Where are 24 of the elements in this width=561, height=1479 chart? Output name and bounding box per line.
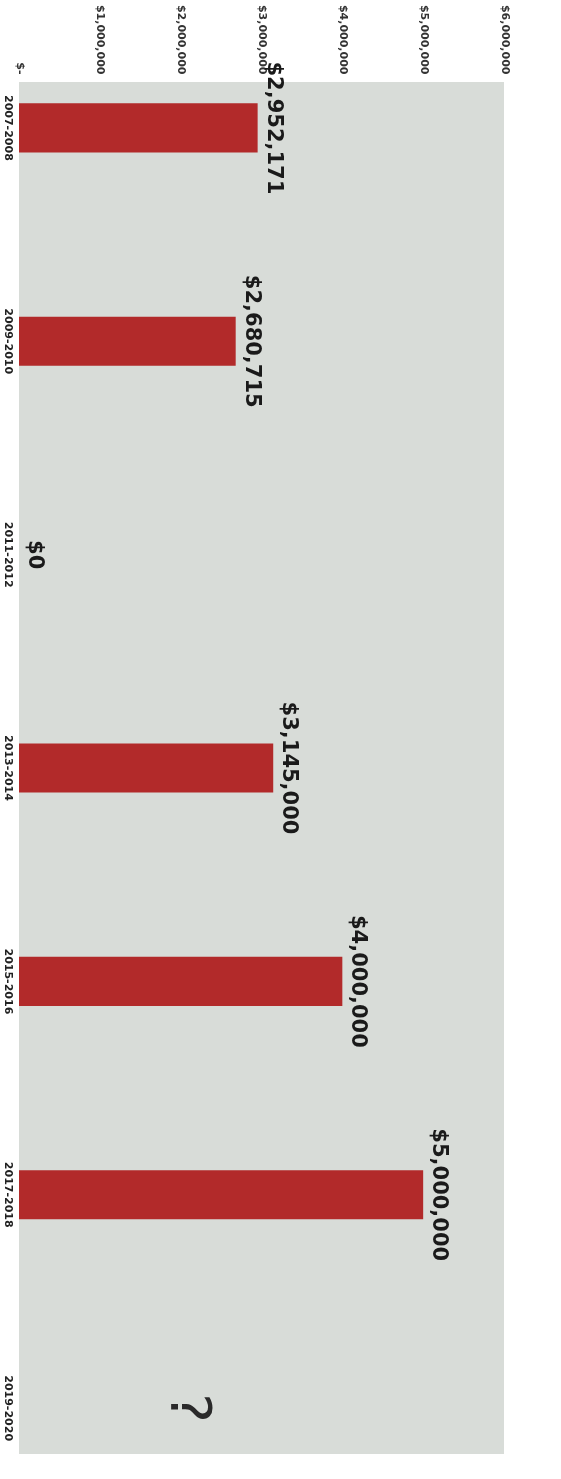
y-tick-label: 2019-2020 [1, 1375, 15, 1442]
x-tick-label: $4,000,000 [336, 4, 350, 75]
data-label: $5,000,000 [428, 1128, 453, 1262]
data-label: $0 [24, 540, 48, 570]
y-tick-label: 2011-2012 [1, 521, 15, 588]
bar [19, 1170, 424, 1220]
bar [19, 743, 274, 793]
y-tick-label: 2017-2018 [1, 1161, 15, 1228]
y-tick-label: 2015-2016 [1, 948, 15, 1015]
bar [19, 316, 236, 366]
data-label: $3,145,000 [278, 701, 303, 835]
y-tick-label: 2009-2010 [1, 308, 15, 375]
x-tick-label: $- [13, 62, 27, 75]
x-tick-label: $6,000,000 [498, 4, 512, 75]
y-tick-label: 2007-2008 [1, 94, 15, 161]
bar [19, 956, 343, 1006]
data-label: $2,680,715 [240, 274, 265, 408]
data-label: $4,000,000 [347, 914, 372, 1048]
x-tick-label: $2,000,000 [175, 4, 189, 75]
bar [19, 103, 258, 153]
annotation: ? [159, 1393, 224, 1423]
y-tick-label: 2013-2014 [1, 735, 15, 802]
x-tick-label: $5,000,000 [417, 4, 431, 75]
x-tick-label: $1,000,000 [94, 4, 108, 75]
